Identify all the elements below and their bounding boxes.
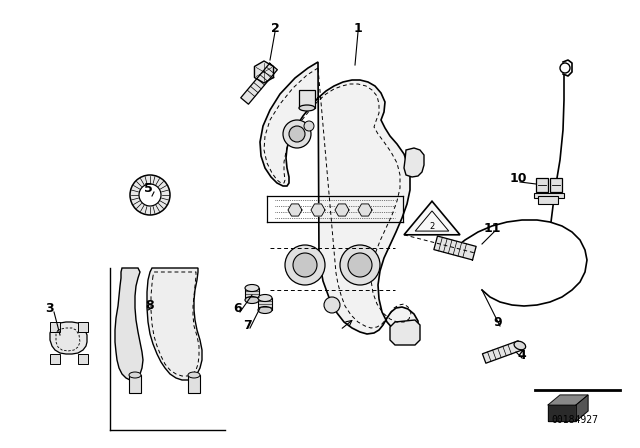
Text: 9: 9 (493, 315, 502, 328)
Bar (50, 354, 60, 364)
Bar (550, 178, 562, 192)
Text: 6: 6 (234, 302, 243, 314)
Bar (188, 375, 200, 393)
Polygon shape (288, 204, 302, 216)
Ellipse shape (245, 284, 259, 292)
Bar (245, 288, 259, 300)
Ellipse shape (258, 306, 272, 314)
Circle shape (348, 253, 372, 277)
Text: 11: 11 (483, 221, 500, 234)
Polygon shape (548, 405, 576, 421)
Text: 8: 8 (146, 298, 154, 311)
Circle shape (130, 175, 170, 215)
Text: 00184927: 00184927 (552, 415, 598, 425)
Bar (258, 298, 272, 310)
Ellipse shape (299, 105, 315, 111)
Text: 3: 3 (45, 302, 54, 314)
Circle shape (139, 184, 161, 206)
Circle shape (289, 126, 305, 142)
Polygon shape (260, 62, 418, 335)
Bar (538, 196, 558, 204)
Bar (536, 178, 548, 192)
Bar (534, 193, 564, 198)
Bar (78, 322, 88, 332)
Polygon shape (358, 204, 372, 216)
Bar (50, 322, 60, 332)
Text: 5: 5 (143, 181, 152, 194)
Circle shape (324, 297, 340, 313)
Polygon shape (241, 63, 277, 104)
Text: 1: 1 (354, 22, 362, 34)
Bar (78, 354, 88, 364)
Text: 2: 2 (429, 221, 435, 231)
Polygon shape (404, 148, 424, 177)
Ellipse shape (188, 372, 200, 378)
Ellipse shape (258, 294, 272, 302)
Polygon shape (576, 395, 588, 421)
Polygon shape (404, 201, 460, 235)
Polygon shape (548, 395, 588, 405)
Polygon shape (147, 268, 202, 380)
Bar (129, 375, 141, 393)
Ellipse shape (245, 297, 259, 303)
Bar (299, 90, 315, 108)
Circle shape (283, 120, 311, 148)
Polygon shape (335, 204, 349, 216)
Polygon shape (50, 322, 87, 354)
Polygon shape (115, 268, 143, 380)
Circle shape (340, 245, 380, 285)
Polygon shape (390, 320, 420, 345)
Circle shape (285, 245, 325, 285)
Polygon shape (483, 341, 522, 363)
Text: 2: 2 (271, 22, 280, 34)
Polygon shape (311, 204, 325, 216)
Polygon shape (255, 61, 273, 83)
Circle shape (293, 253, 317, 277)
Text: 4: 4 (518, 349, 526, 362)
Ellipse shape (514, 341, 525, 350)
Ellipse shape (129, 372, 141, 378)
Text: 10: 10 (509, 172, 527, 185)
Text: 7: 7 (244, 319, 252, 332)
Polygon shape (434, 236, 476, 260)
Circle shape (304, 121, 314, 131)
